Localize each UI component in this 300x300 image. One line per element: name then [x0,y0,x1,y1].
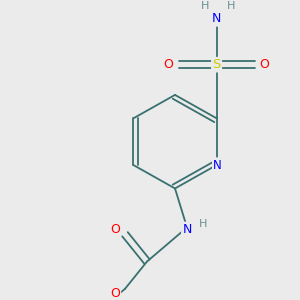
Text: O: O [110,223,120,236]
Text: H: H [199,218,207,229]
Text: S: S [212,58,221,71]
Text: O: O [110,287,120,300]
Text: H: H [200,1,209,11]
Text: N: N [182,223,192,236]
Text: O: O [260,58,269,71]
Text: O: O [164,58,173,71]
Text: H: H [226,1,235,11]
Text: N: N [212,12,221,26]
Text: N: N [213,159,222,172]
